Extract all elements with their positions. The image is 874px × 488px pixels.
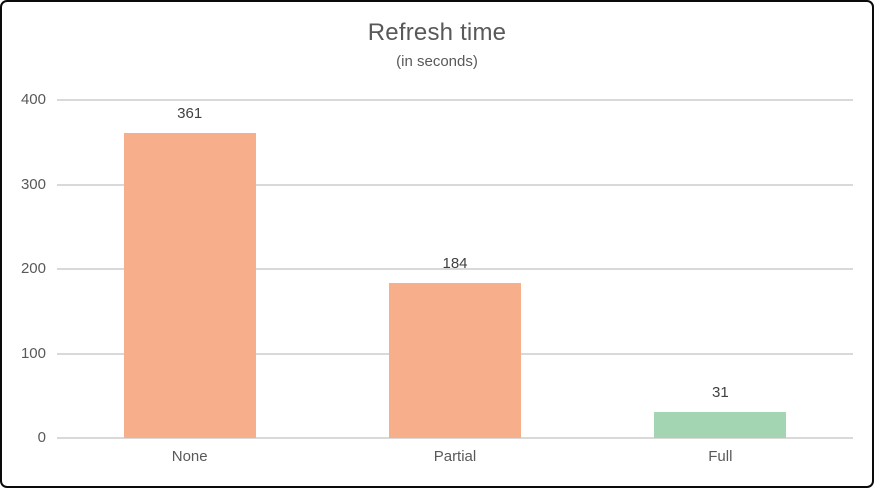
x-axis-label-full: Full [708,448,733,465]
chart-title: Refresh time [367,19,507,46]
gridline-400 [57,99,853,101]
gridline-0 [57,437,853,439]
bar-partial[interactable] [389,282,521,438]
y-tick-label-100: 100 [20,344,46,362]
y-tick-label-200: 200 [20,260,46,277]
gridline-200 [57,268,853,270]
y-tick-label-400: 400 [20,91,46,108]
x-axis-label-partial: Partial [433,448,477,465]
y-tick-label-0: 0 [37,429,46,446]
bar-none[interactable] [123,132,256,438]
x-axis-label-none: None [171,448,208,465]
bar-full[interactable] [654,411,787,438]
x-axis-labels: None Partial Full [57,448,853,465]
data-label-full: 31 [711,383,729,401]
y-tick-label-300: 300 [20,175,46,193]
data-label-partial: 184 [442,254,468,272]
plot-area: 361 184 31 [57,99,853,439]
data-label-none: 361 [177,104,203,122]
gridline-300 [57,183,853,186]
chart-subtitle: (in seconds) [396,53,478,70]
